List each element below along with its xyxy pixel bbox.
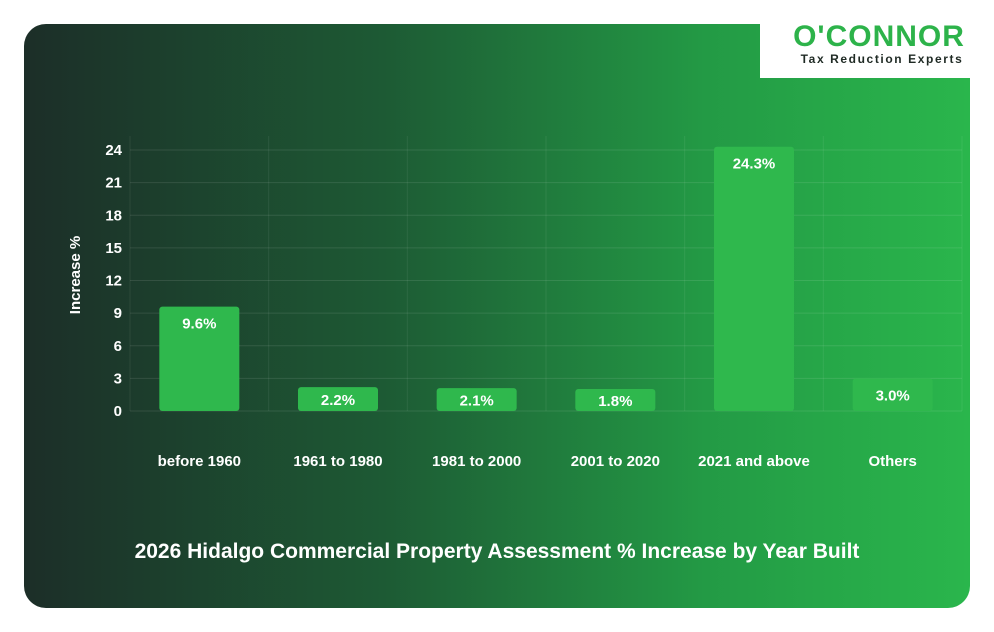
data-label: 2.1% (460, 393, 494, 410)
brand-logo[interactable]: O'CONNOR Tax Reduction Experts (786, 20, 976, 70)
data-label: 1.8% (598, 393, 632, 410)
logo-tab (760, 0, 994, 78)
bar (436, 388, 517, 411)
x-tick-label: before 1960 (158, 453, 241, 470)
bar (575, 389, 656, 411)
data-label: 2.2% (321, 392, 355, 409)
y-tick-label: 0 (114, 403, 122, 420)
x-tick-label: 1961 to 1980 (293, 453, 382, 470)
data-label: 9.6% (182, 316, 216, 333)
y-tick-label: 24 (105, 142, 122, 159)
x-tick-label: 2001 to 2020 (571, 453, 660, 470)
y-tick-label: 9 (114, 305, 122, 322)
y-tick-label: 3 (114, 370, 122, 387)
data-label: 24.3% (733, 156, 776, 173)
brand-tagline: Tax Reduction Experts (800, 52, 964, 66)
chart-title: 2026 Hidalgo Commercial Property Assessm… (134, 540, 860, 563)
bar (852, 378, 933, 411)
bar (298, 387, 378, 411)
y-tick-label: 21 (105, 175, 122, 192)
data-label: 3.0% (876, 388, 910, 405)
x-tick-label: 2021 and above (698, 453, 810, 470)
brand-name: O'CONNOR (793, 20, 965, 53)
y-tick-label: 12 (105, 273, 122, 290)
x-tick-label: Others (868, 453, 916, 470)
y-tick-label: 15 (105, 240, 122, 257)
bar (714, 146, 794, 412)
y-tick-label: 6 (114, 338, 122, 355)
tab-curve-shape (760, 0, 994, 52)
bar (159, 306, 240, 411)
y-tick-label: 18 (105, 207, 122, 224)
x-tick-label: 1981 to 2000 (432, 453, 521, 470)
y-axis-label: Increase % (67, 236, 84, 314)
